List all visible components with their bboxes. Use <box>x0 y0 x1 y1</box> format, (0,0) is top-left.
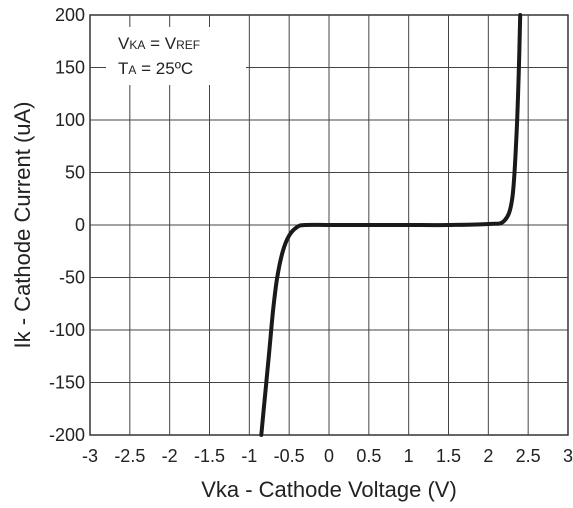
y-tick-label: -150 <box>49 373 85 393</box>
y-tick-label: -200 <box>49 425 85 445</box>
x-tick-label: -2 <box>162 446 178 466</box>
annotation-box <box>106 27 246 85</box>
annotation-ref: REF <box>176 38 200 52</box>
x-tick-label: -3 <box>82 446 98 466</box>
annotation-temp: = 25ºC <box>136 59 193 78</box>
y-tick-label: 100 <box>55 110 85 130</box>
y-tick-label: 0 <box>75 215 85 235</box>
x-tick-label: 1.5 <box>436 446 461 466</box>
x-tick-label: -1.5 <box>194 446 225 466</box>
annotation-line-1: VKA = VREF <box>118 34 200 53</box>
y-axis-label: Ik - Cathode Current (uA) <box>10 102 35 349</box>
annotation-v: V <box>118 34 130 53</box>
annotation-line-2: TA = 25ºC <box>118 59 193 78</box>
annotation-t: T <box>118 59 128 78</box>
y-tick-label: -50 <box>59 268 85 288</box>
x-tick-label: 2 <box>483 446 493 466</box>
y-tick-label: 200 <box>55 5 85 25</box>
annotation-a: A <box>128 63 136 77</box>
annotation-ka: KA <box>129 38 145 52</box>
x-axis-label: Vka - Cathode Voltage (V) <box>201 477 457 502</box>
x-tick-label: 0 <box>324 446 334 466</box>
x-tick-label: -0.5 <box>274 446 305 466</box>
iv-curve-line <box>259 13 523 437</box>
x-tick-labels: -3 -2.5 -2 -1.5 -1 -0.5 0 0.5 1 1.5 2 2.5 3 <box>82 446 573 466</box>
x-tick-label: 0.5 <box>356 446 381 466</box>
x-tick-label: -2.5 <box>114 446 145 466</box>
annotation-eq-v: = V <box>145 34 176 53</box>
x-tick-label: -1 <box>241 446 257 466</box>
x-tick-label: 3 <box>563 446 573 466</box>
y-tick-label: -100 <box>49 320 85 340</box>
y-tick-labels: 200 150 100 50 0 -50 -100 -150 -200 <box>49 5 85 445</box>
y-tick-label: 150 <box>55 58 85 78</box>
x-tick-label: 2.5 <box>516 446 541 466</box>
x-tick-label: 1 <box>404 446 414 466</box>
y-tick-label: 50 <box>65 163 85 183</box>
